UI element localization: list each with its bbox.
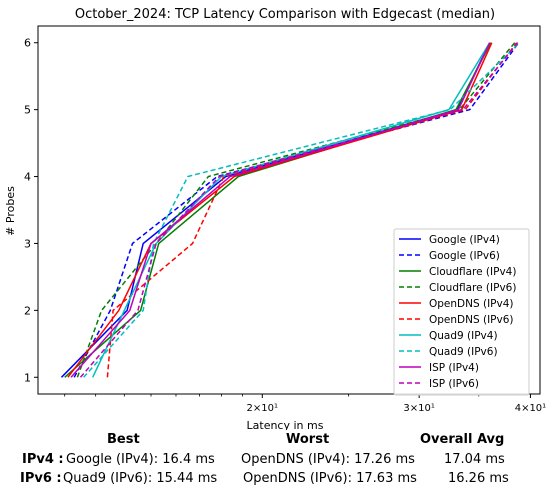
- summary-ipv6-worst: OpenDNS (IPv6): 17.63 ms: [243, 471, 417, 486]
- legend-label-7: Quad9 (IPv6): [429, 346, 498, 358]
- legend-label-5: OpenDNS (IPv6): [429, 314, 514, 326]
- y-tick-label: 6: [24, 37, 31, 50]
- y-tick-label: 5: [24, 104, 31, 117]
- legend-label-4: OpenDNS (IPv4): [429, 298, 514, 310]
- summary-header-overall: Overall Avg: [420, 432, 505, 447]
- y-tick-label: 2: [24, 304, 31, 317]
- legend-label-8: ISP (IPv4): [429, 362, 479, 374]
- legend-label-3: Cloudflare (IPv6): [429, 282, 516, 294]
- summary-ipv6-overall: 16.26 ms: [448, 471, 509, 486]
- summary-ipv4-overall: 17.04 ms: [444, 452, 505, 467]
- x-tick-label: 3×10¹: [403, 403, 434, 414]
- series-line-8: [70, 42, 491, 378]
- summary-table: Best Worst Overall Avg IPv4 : Google (IP…: [0, 430, 548, 496]
- series-line-7: [83, 42, 521, 378]
- chart: October_2024: TCP Latency Comparison wit…: [4, 7, 546, 430]
- plot-area: 1 2 3 4 5 6 2×10¹ 3×10¹ 4×10¹ Google (IPv4) Google…: [24, 25, 546, 414]
- summary-ipv6-best: Quad9 (IPv6): 15.44 ms: [63, 471, 218, 486]
- summary-header-best: Best: [107, 432, 140, 447]
- legend-box: [393, 228, 530, 396]
- summary-row-label-ipv6: IPv6 :: [20, 471, 62, 486]
- summary-ipv4-best: Google (IPv4): 16.4 ms: [66, 452, 215, 467]
- axes-frame: [37, 25, 541, 395]
- y-tick-label: 1: [24, 371, 31, 384]
- summary-ipv4-worst: OpenDNS (IPv4): 17.26 ms: [241, 452, 415, 467]
- legend-label-0: Google (IPv4): [429, 234, 500, 246]
- x-axis-label: Latency in ms: [247, 419, 324, 430]
- legend-label-1: Google (IPv6): [429, 250, 500, 262]
- chart-title: October_2024: TCP Latency Comparison wit…: [75, 7, 495, 22]
- series-line-9: [79, 42, 519, 378]
- summary-header-worst: Worst: [286, 432, 330, 447]
- x-tick-label: 4×10¹: [515, 403, 546, 414]
- legend-label-2: Cloudflare (IPv4): [429, 266, 516, 278]
- legend-label-9: ISP (IPv6): [429, 378, 479, 390]
- series-line-1: [73, 42, 520, 378]
- y-axis-label: # Probes: [4, 186, 17, 236]
- series-line-4: [67, 42, 493, 378]
- x-tick-label: 2×10¹: [247, 403, 278, 414]
- y-tick-label: 4: [24, 171, 31, 184]
- series-line-3: [76, 42, 516, 378]
- y-tick-label: 3: [24, 237, 31, 250]
- summary-row-label-ipv4: IPv4 :: [22, 452, 64, 467]
- legend-label-6: Quad9 (IPv4): [429, 330, 498, 342]
